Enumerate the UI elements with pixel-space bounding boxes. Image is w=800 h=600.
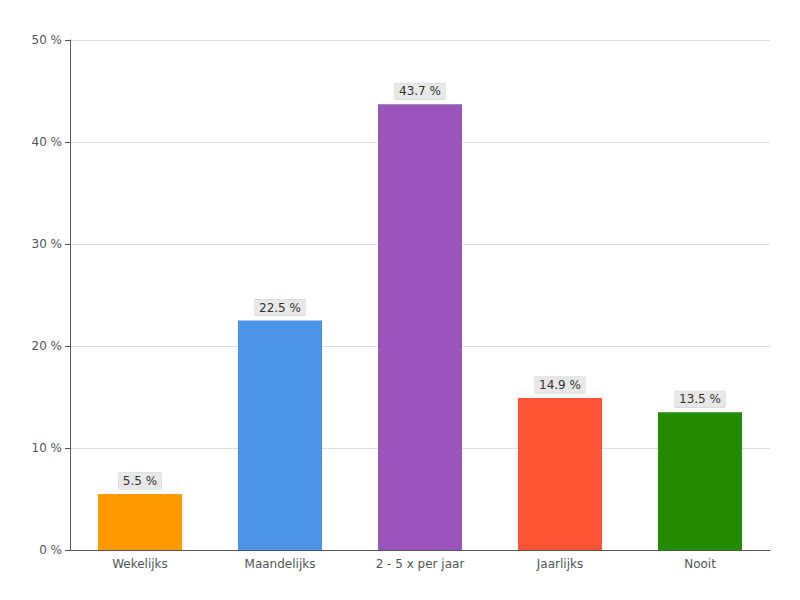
svg-text:Maandelijks: Maandelijks bbox=[245, 557, 316, 571]
svg-text:5.5 %: 5.5 % bbox=[123, 474, 157, 488]
svg-text:14.9 %: 14.9 % bbox=[539, 378, 581, 392]
svg-text:0 %: 0 % bbox=[39, 543, 62, 557]
svg-text:Jaarlijks: Jaarlijks bbox=[536, 557, 583, 571]
svg-text:30 %: 30 % bbox=[32, 237, 63, 251]
svg-text:50 %: 50 % bbox=[32, 33, 63, 47]
svg-text:22.5 %: 22.5 % bbox=[259, 301, 301, 315]
svg-text:10 %: 10 % bbox=[32, 441, 63, 455]
svg-text:2 - 5 x per jaar: 2 - 5 x per jaar bbox=[376, 557, 465, 571]
svg-text:40 %: 40 % bbox=[32, 135, 63, 149]
svg-text:Wekelijks: Wekelijks bbox=[112, 557, 168, 571]
svg-text:13.5 %: 13.5 % bbox=[679, 392, 721, 406]
svg-text:43.7 %: 43.7 % bbox=[399, 84, 441, 98]
svg-text:Nooit: Nooit bbox=[684, 557, 716, 571]
svg-text:20 %: 20 % bbox=[32, 339, 63, 353]
